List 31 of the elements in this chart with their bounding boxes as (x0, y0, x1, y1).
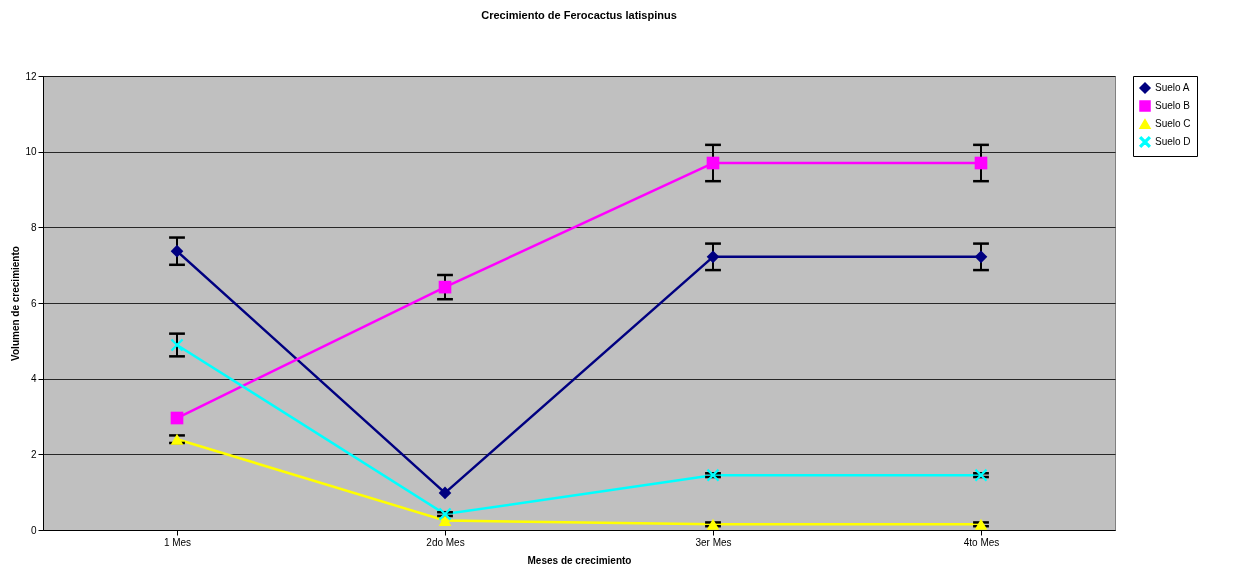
point (974, 250, 988, 264)
point (706, 518, 720, 530)
point (170, 338, 184, 352)
y-tick-label: 0 (30, 524, 37, 536)
legend-label: Suelo D (1155, 136, 1191, 147)
legend-label: Suelo A (1155, 82, 1190, 93)
x-tick-label: 1 Mes (163, 536, 192, 548)
chart-title: Crecimiento de Ferocactus latispinus (481, 9, 677, 21)
y-tick-label: 10 (25, 146, 37, 158)
x-tick-label: 3er Mes (695, 536, 732, 548)
y-tick-label: 8 (30, 221, 37, 233)
legend-label: Suelo B (1155, 100, 1191, 111)
point (706, 156, 720, 170)
point (706, 468, 720, 482)
x-tick-label: 4to Mes (963, 536, 1000, 548)
point (974, 468, 988, 482)
y-tick-label: 12 (25, 70, 37, 82)
x-axis-title: Meses de crecimiento (527, 554, 632, 566)
y-axis-title: Volumen de crecimiento (10, 246, 22, 361)
point (170, 411, 184, 425)
y-tick-label: 2 (30, 448, 37, 460)
point (974, 156, 988, 170)
point (438, 486, 452, 500)
y-tick-label: 6 (30, 297, 37, 309)
y-tick-label: 4 (30, 373, 37, 385)
point (974, 518, 988, 530)
point (438, 280, 452, 294)
point (170, 244, 184, 258)
x-tick-label: 2do Mes (426, 536, 465, 548)
legend-label: Suelo C (1155, 118, 1191, 129)
point (706, 250, 720, 264)
